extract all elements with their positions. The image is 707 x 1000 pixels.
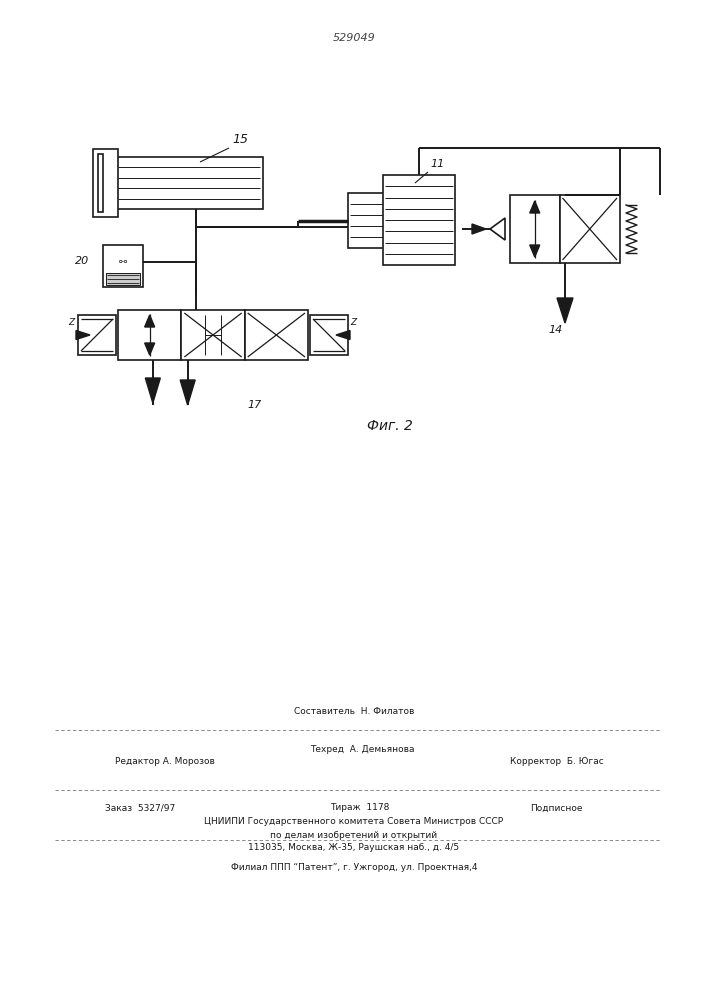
- Text: 11: 11: [430, 159, 444, 169]
- Bar: [559, 195, 620, 263]
- Text: Тираж  1178: Тираж 1178: [330, 804, 390, 812]
- Polygon shape: [530, 201, 539, 213]
- Polygon shape: [76, 330, 90, 340]
- Polygon shape: [146, 378, 160, 403]
- Polygon shape: [180, 380, 195, 405]
- Polygon shape: [472, 224, 486, 234]
- Bar: [181, 310, 245, 360]
- Bar: [383, 175, 455, 265]
- Bar: [78, 315, 116, 355]
- Polygon shape: [557, 298, 573, 323]
- Text: 113035, Москва, Ж-35, Раушская наб., д. 4/5: 113035, Москва, Ж-35, Раушская наб., д. …: [248, 844, 460, 852]
- Text: Фиг. 2: Фиг. 2: [367, 419, 413, 433]
- Text: Z: Z: [350, 318, 356, 327]
- Bar: [115, 157, 263, 209]
- Text: 14: 14: [549, 325, 563, 335]
- Polygon shape: [530, 245, 539, 257]
- Text: Заказ  5327/97: Заказ 5327/97: [105, 804, 175, 812]
- Text: Редактор А. Морозов: Редактор А. Морозов: [115, 758, 215, 766]
- Bar: [348, 193, 386, 248]
- Bar: [103, 245, 143, 287]
- Text: Корректор  Б. Югас: Корректор Б. Югас: [510, 758, 604, 766]
- Bar: [106, 273, 140, 285]
- Text: Z: Z: [68, 318, 74, 327]
- Text: ⚯: ⚯: [119, 257, 127, 267]
- Bar: [98, 154, 103, 212]
- Polygon shape: [145, 315, 155, 327]
- Text: Техред  А. Демьянова: Техред А. Демьянова: [310, 746, 414, 754]
- Polygon shape: [490, 218, 505, 240]
- Polygon shape: [145, 343, 155, 355]
- Bar: [245, 310, 308, 360]
- Text: Подписное: Подписное: [530, 804, 583, 812]
- Bar: [510, 195, 559, 263]
- Bar: [310, 315, 348, 355]
- Text: Филиал ППП “Патент”, г. Ужгород, ул. Проектная,4: Филиал ППП “Патент”, г. Ужгород, ул. Про…: [230, 863, 477, 872]
- Text: ЦНИИПИ Государственного комитета Совета Министров СССР: ЦНИИПИ Государственного комитета Совета …: [204, 818, 503, 826]
- Polygon shape: [336, 330, 350, 340]
- Text: по делам изобретений и открытий: по делам изобретений и открытий: [271, 830, 438, 840]
- Text: 15: 15: [232, 133, 248, 146]
- Bar: [118, 310, 181, 360]
- Text: 17: 17: [247, 400, 262, 410]
- Text: 529049: 529049: [332, 33, 375, 43]
- Text: 20: 20: [75, 256, 89, 266]
- Text: Составитель  Н. Филатов: Составитель Н. Филатов: [294, 708, 414, 716]
- Bar: [93, 149, 118, 217]
